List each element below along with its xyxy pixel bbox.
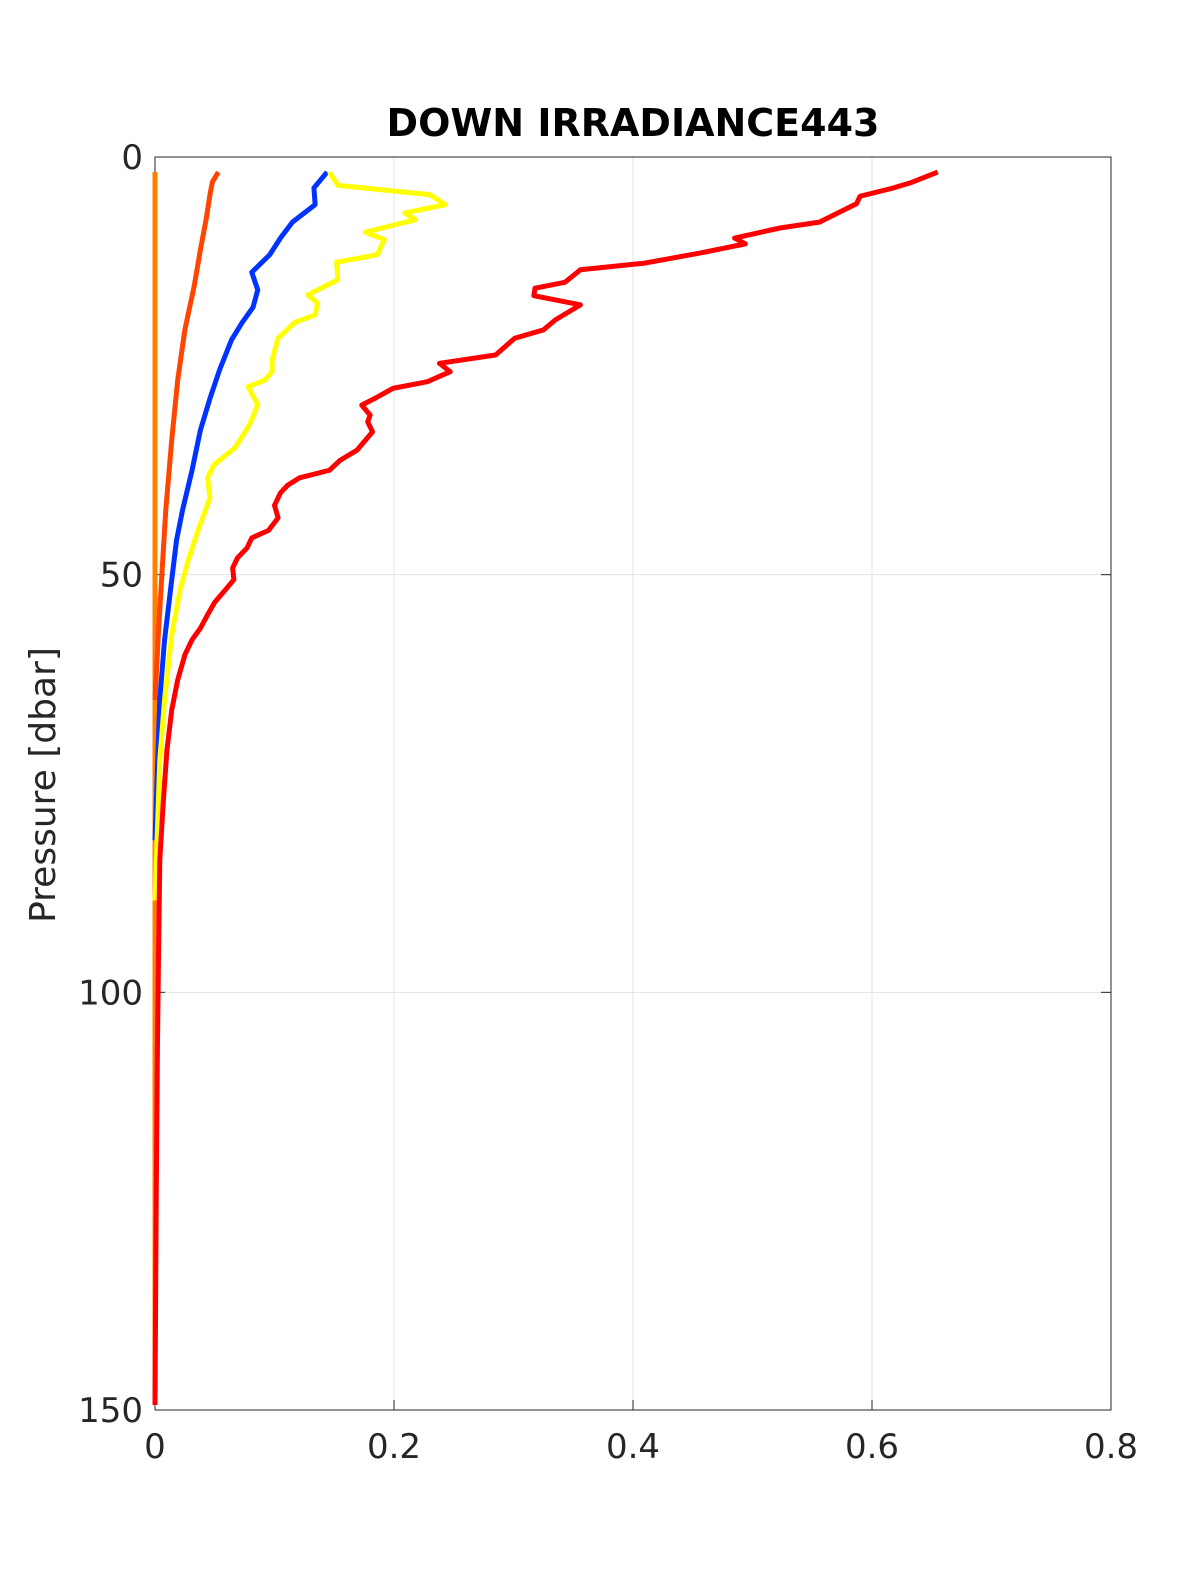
x-tick-label: 0.2 [367,1427,421,1467]
data-line [152,170,448,901]
x-tick-label: 0.8 [1084,1427,1138,1467]
y-tick-label: 150 [78,1391,143,1431]
x-tick-label: 0.4 [606,1427,660,1467]
x-tick-label: 0 [144,1427,166,1467]
y-tick-label: 0 [121,138,143,178]
data-line [152,169,939,1406]
x-tick-label: 0.6 [845,1427,899,1467]
y-tick-label: 50 [100,556,143,596]
data-line [152,170,221,701]
data-line [152,170,330,841]
y-axis-label: Pressure [dbar] [23,647,64,923]
chart-title: DOWN IRRADIANCE443 [387,101,880,145]
y-tick-label: 100 [78,973,143,1013]
